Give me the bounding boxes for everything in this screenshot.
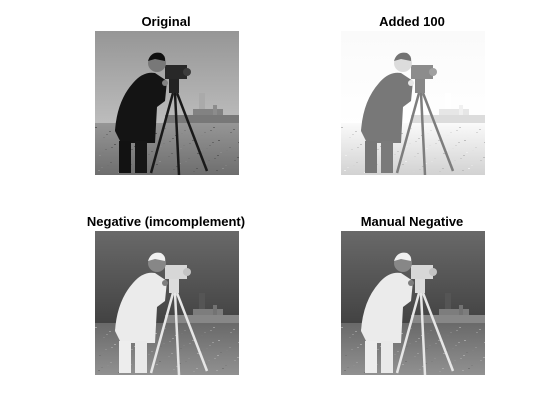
photo-canvas [95,231,239,375]
panel-title: Manual Negative [360,214,464,229]
cameraman-image-added-100 [341,31,485,175]
cameraman-image-negative [95,231,239,375]
photo-canvas [341,231,485,375]
panel-title: Added 100 [379,14,445,29]
photo-canvas [95,31,239,175]
cameraman-image-original [95,31,239,175]
cameraman-image-manual-negative [341,231,485,375]
panel-title: Negative (imcomplement) [86,214,246,229]
panel-title: Original [141,14,191,29]
photo-canvas [341,31,485,175]
